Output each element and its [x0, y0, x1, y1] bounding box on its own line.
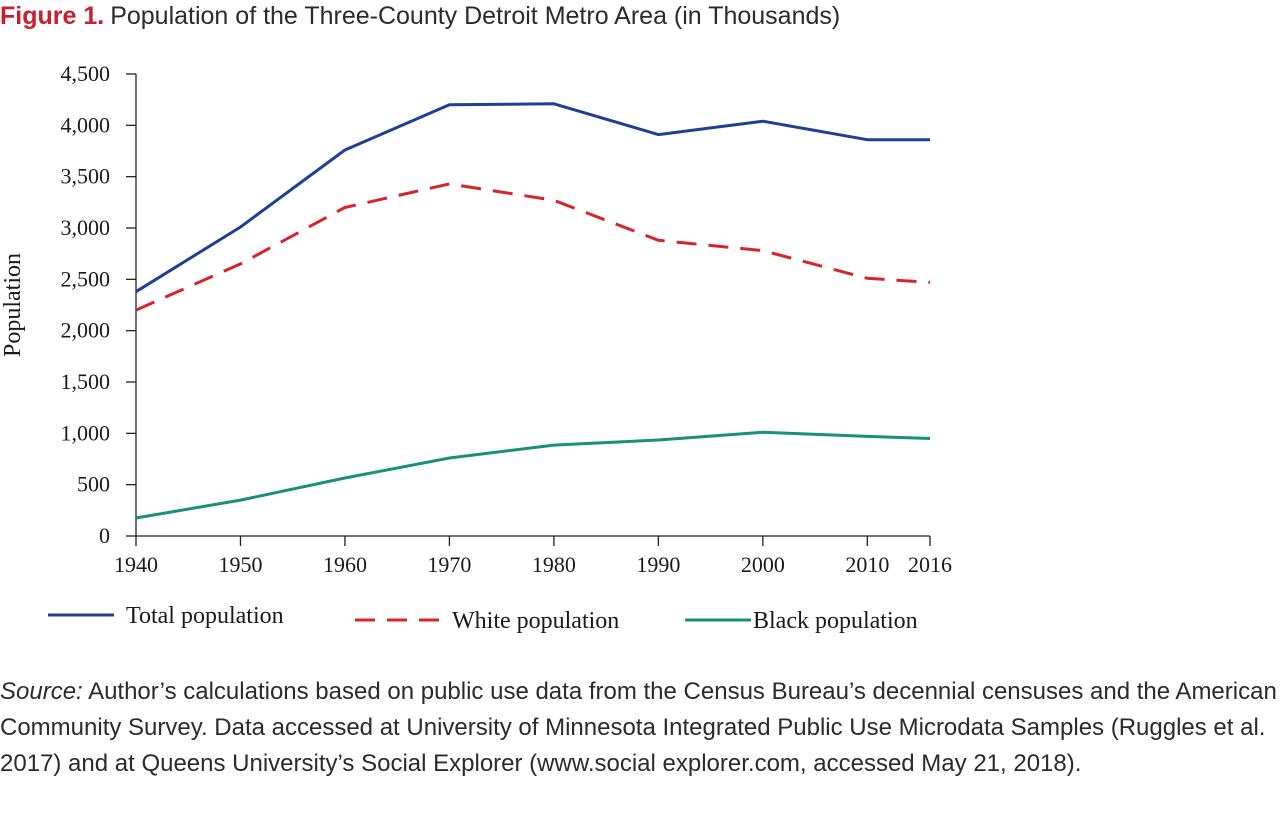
line-chart: 0 500 1,000 1,500 2,000 2,500 3,000 3,500 4,000 4…: [0, 61, 952, 634]
y-tick-label: 500: [77, 472, 110, 497]
y-tick-label: 2,500: [61, 266, 111, 291]
y-tick-label: 1,000: [61, 420, 111, 445]
y-tick-label: 4,500: [61, 61, 111, 86]
figure-label: Figure 1.: [0, 2, 105, 30]
y-tick-label: 1,500: [61, 369, 111, 394]
y-tick-label: 0: [99, 523, 110, 548]
source-text: Author’s calculations based on public us…: [0, 678, 1277, 777]
series-line-white-population: [135, 182, 931, 312]
chart-axes: 0 500 1,000 1,500 2,000 2,500 3,000 3,500 4,000 4…: [0, 61, 952, 577]
source-note: Source: Author’s calculations based on p…: [0, 674, 1280, 782]
y-tick-label: 3,500: [61, 164, 111, 189]
x-tick-label: 1960: [323, 552, 367, 577]
chart-series: [135, 102, 931, 520]
series-line-total-population: [135, 102, 930, 293]
legend-label: White population: [452, 608, 619, 634]
figure-title: Figure 1. Population of the Three-County …: [0, 0, 840, 32]
chart-legend: Total population White population Black po…: [48, 603, 918, 634]
y-tick-label: 2,000: [61, 318, 111, 343]
legend-label: Total population: [126, 603, 284, 629]
x-tick-label: 1980: [532, 552, 576, 577]
x-tick-label: 1970: [427, 552, 471, 577]
x-tick-label: 2010: [845, 552, 889, 577]
legend-label: Black population: [753, 608, 918, 634]
x-tick-label: 1950: [218, 552, 262, 577]
series-line-black-population: [135, 430, 931, 520]
x-tick-label: 1940: [114, 552, 158, 577]
x-tick-label: 1990: [636, 552, 680, 577]
y-tick-label: 3,000: [61, 215, 111, 240]
figure-title-text: Population of the Three-County Detroit M…: [110, 2, 841, 30]
x-tick-label: 2000: [741, 552, 785, 577]
y-tick-label: 4,000: [61, 112, 111, 137]
y-axis-title: Population: [0, 253, 26, 357]
x-tick-label: 2016: [908, 552, 952, 577]
source-label: Source:: [0, 678, 83, 705]
